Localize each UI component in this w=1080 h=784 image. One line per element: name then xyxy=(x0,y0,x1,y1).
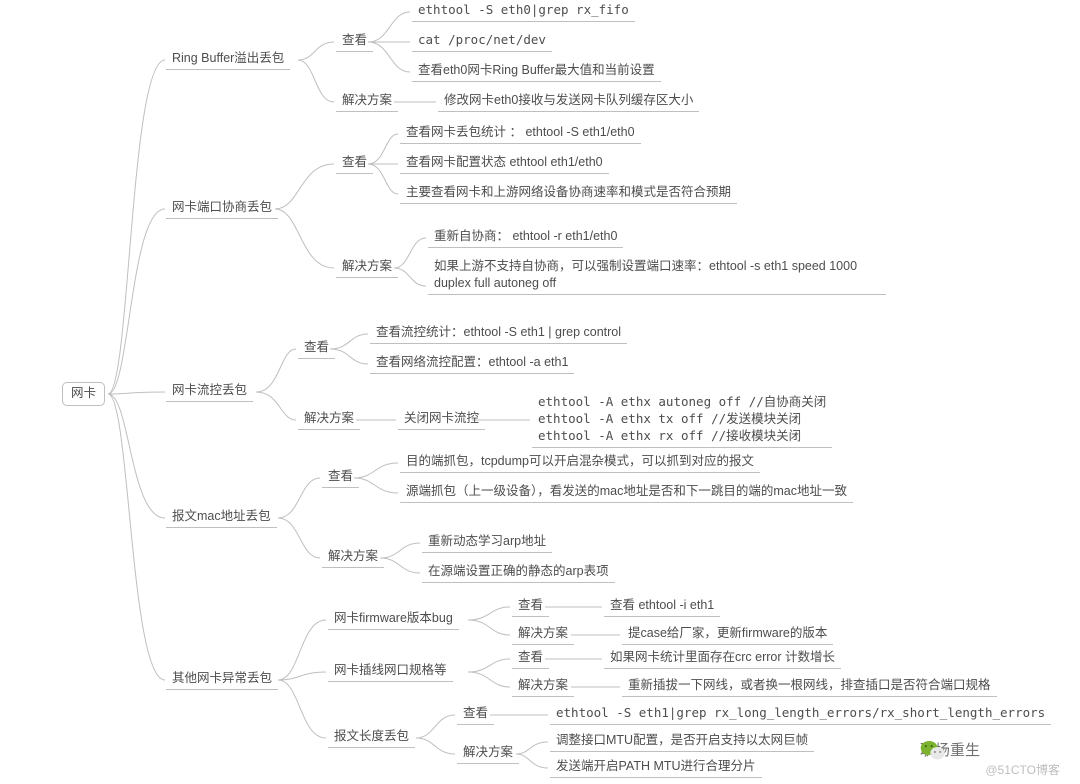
b5c1-view-1: 查看 ethtool -i eth1 xyxy=(604,595,720,617)
b3-view: 查看 xyxy=(298,337,335,359)
b1-fix: 解决方案 xyxy=(336,90,398,112)
root-node: 网卡 xyxy=(62,382,105,406)
b1: Ring Buffer溢出丢包 xyxy=(166,48,290,70)
b2-view-2: 查看网卡配置状态 ethtool eth1/eth0 xyxy=(400,152,609,174)
b4: 报文mac地址丢包 xyxy=(166,506,277,528)
wechat-icon xyxy=(920,739,946,761)
b5c3-fix-1: 调整接口MTU配置，是否开启支持以太网巨帧 xyxy=(550,730,814,752)
b4-fix: 解决方案 xyxy=(322,546,384,568)
b5c2-fix-1: 重新插拔一下网线，或者换一根网线，排查插口是否符合端口规格 xyxy=(622,675,997,697)
b2-fix-1: 重新自协商： ethtool -r eth1/eth0 xyxy=(428,226,623,248)
b3-view-2: 查看网络流控配置：ethtool -a eth1 xyxy=(370,352,574,374)
b5c3-view: 查看 xyxy=(457,703,494,725)
b5c2-view: 查看 xyxy=(512,647,549,669)
b5c1-fix: 解决方案 xyxy=(512,623,574,645)
b4-view-1: 目的端抓包，tcpdump可以开启混杂模式，可以抓到对应的报文 xyxy=(400,451,760,473)
b3-fix-1: 关闭网卡流控 xyxy=(398,408,485,430)
b5c2-view-1: 如果网卡统计里面存在crc error 计数增长 xyxy=(604,647,841,669)
b1-view-2: cat /proc/net/dev xyxy=(412,30,552,52)
b2-fix-2: 如果上游不支持自协商，可以强制设置端口速率：ethtool -s eth1 sp… xyxy=(428,256,886,295)
b4-view-2: 源端抓包（上一级设备），看发送的mac地址是否和下一跳目的端的mac地址一致 xyxy=(400,481,853,503)
b5c2: 网卡插线网口规格等 xyxy=(328,660,453,682)
b5c3-fix: 解决方案 xyxy=(457,742,519,764)
mindmap-canvas: 网卡 Ring Buffer溢出丢包 查看 ethtool -S eth0|gr… xyxy=(0,0,1080,784)
b5c3-fix-2: 发送端开启PATH MTU进行合理分片 xyxy=(550,756,762,778)
b5c3: 报文长度丢包 xyxy=(328,726,415,748)
b1-view-3: 查看eth0网卡Ring Buffer最大值和当前设置 xyxy=(412,60,661,82)
b1-view-1: ethtool -S eth0|grep rx_fifo xyxy=(412,0,635,22)
b2-view: 查看 xyxy=(336,152,373,174)
b1-view: 查看 xyxy=(336,30,373,52)
b5: 其他网卡异常丢包 xyxy=(166,668,278,690)
b4-fix-2: 在源端设置正确的静态的arp表项 xyxy=(422,561,615,583)
b2-view-1: 查看网卡丢包统计 ： ethtool -S eth1/eth0 xyxy=(400,122,641,144)
b1-fix-1: 修改网卡eth0接收与发送网卡队列缓存区大小 xyxy=(438,90,699,112)
b3: 网卡流控丢包 xyxy=(166,380,253,402)
b5c2-fix: 解决方案 xyxy=(512,675,574,697)
b4-view: 查看 xyxy=(322,466,359,488)
wechat-badge: 职场重生 xyxy=(920,739,980,760)
b5c1-view: 查看 xyxy=(512,595,549,617)
b5c3-view-1: ethtool -S eth1|grep rx_long_length_erro… xyxy=(550,703,1051,725)
b3-view-1: 查看流控统计：ethtool -S eth1 | grep control xyxy=(370,322,627,344)
b2: 网卡端口协商丢包 xyxy=(166,197,278,219)
b5c1: 网卡firmware版本bug xyxy=(328,608,459,630)
b3-fix-1-detail: ethtool -A ethx autoneg off //自协商关闭 etht… xyxy=(532,392,832,448)
b4-fix-1: 重新动态学习arp地址 xyxy=(422,531,552,553)
b5c1-fix-1: 提case给厂家，更新firmware的版本 xyxy=(622,623,833,645)
watermark: @51CTO博客 xyxy=(985,761,1060,778)
b3-fix: 解决方案 xyxy=(298,408,360,430)
b2-view-3: 主要查看网卡和上游网络设备协商速率和模式是否符合预期 xyxy=(400,182,737,204)
b2-fix: 解决方案 xyxy=(336,256,398,278)
